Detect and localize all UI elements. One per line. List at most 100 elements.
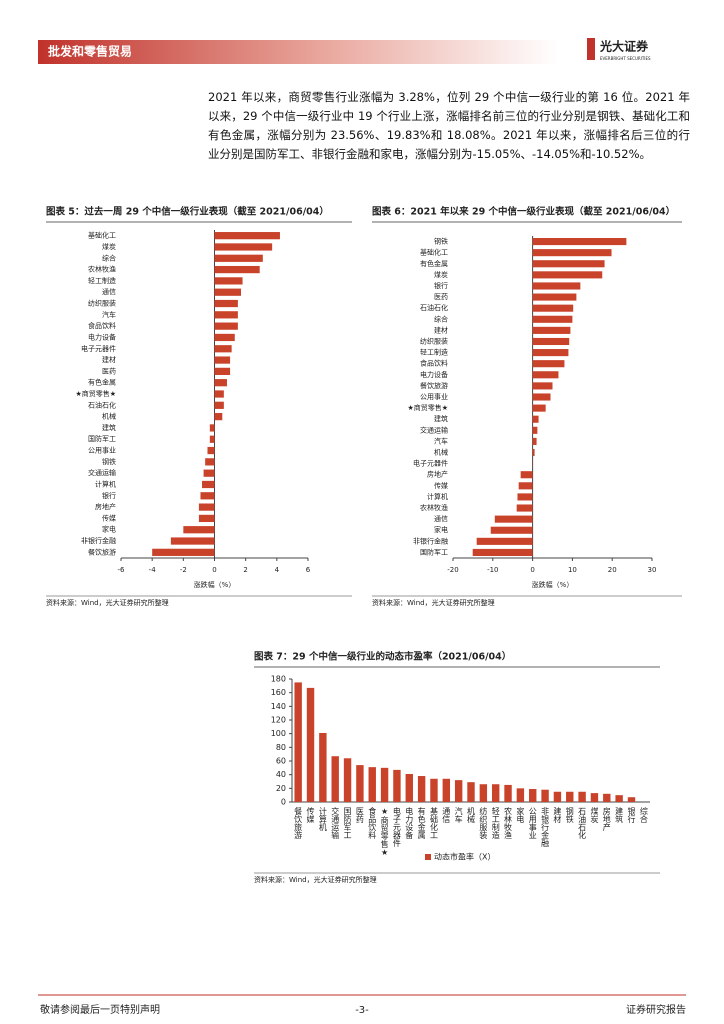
y-tick-label: 基础化工 xyxy=(88,231,116,240)
x-tick-label: -2 xyxy=(180,566,187,574)
y-tick-label: 电力设备 xyxy=(88,332,116,341)
x-tick-label: 20 xyxy=(608,566,617,574)
bar xyxy=(541,789,549,802)
y-tick-label: 医药 xyxy=(102,366,116,375)
y-tick-label: 轻工制造 xyxy=(88,276,116,285)
bar xyxy=(578,791,586,802)
bar xyxy=(516,788,525,802)
y-tick-label: 电力设备 xyxy=(420,370,448,379)
y-tick-label: 综合 xyxy=(102,253,116,262)
source: 资料来源：Wind，光大证券研究所整理 xyxy=(46,598,169,607)
x-tick-label: 0 xyxy=(530,566,534,574)
y-tick-label: 家电 xyxy=(102,525,116,534)
x-tick-label: -10 xyxy=(487,566,498,574)
x-tick-label: -6 xyxy=(118,566,126,574)
bar xyxy=(532,448,535,457)
bar xyxy=(214,322,238,330)
bar xyxy=(532,293,577,301)
bar xyxy=(368,767,376,802)
x-tick-label: -20 xyxy=(447,566,458,574)
y-tick-label: 80 xyxy=(276,743,286,752)
bar xyxy=(532,271,603,279)
bar xyxy=(476,537,533,545)
footer-page: -3- xyxy=(355,1005,369,1016)
x-tick-label: 10 xyxy=(568,566,577,574)
bar xyxy=(356,765,364,802)
bar xyxy=(494,515,533,523)
header-bar xyxy=(38,40,558,64)
bar xyxy=(504,784,512,802)
y-tick-label: 100 xyxy=(271,729,286,738)
logo: 光大证券 xyxy=(599,39,649,54)
chart-title: 图表 5：过去一周 29 个中信一级行业表现（截至 2021/06/04） xyxy=(46,206,329,218)
bar xyxy=(214,277,243,285)
bar xyxy=(490,526,533,534)
y-tick-label: 国防军工 xyxy=(420,547,448,556)
bar xyxy=(532,260,605,268)
bar xyxy=(532,282,581,290)
y-tick-label: 0 xyxy=(281,798,286,807)
bar xyxy=(472,548,533,557)
x-tick-label: 国防军工 xyxy=(343,807,352,839)
x-tick-label: ★商贸零售★ xyxy=(380,807,389,857)
y-tick-label: 家电 xyxy=(434,525,448,534)
y-tick-label: 通信 xyxy=(102,287,116,296)
bar xyxy=(393,769,401,802)
y-tick-label: 机械 xyxy=(434,448,448,457)
bar xyxy=(198,503,215,511)
x-tick-label: 餐饮旅游 xyxy=(294,807,303,840)
x-tick-label: 汽车 xyxy=(454,806,463,824)
x-tick-label: 医药 xyxy=(355,807,364,824)
bar xyxy=(380,767,389,802)
y-tick-label: 农林牧渔 xyxy=(88,265,116,274)
y-tick-label: 餐饮旅游 xyxy=(88,547,116,556)
bar xyxy=(532,249,612,257)
y-tick-label: 电子元器件 xyxy=(413,459,448,468)
bar xyxy=(532,371,559,379)
x-tick-label: 公用事业 xyxy=(528,807,537,839)
y-tick-label: 计算机 xyxy=(427,492,448,501)
y-tick-label: 银行 xyxy=(102,491,116,500)
x-tick-label: 银行 xyxy=(627,806,636,824)
y-tick-label: 银行 xyxy=(434,281,448,290)
y-tick-label: 煤炭 xyxy=(102,242,116,251)
x-tick-label: 轻工制造 xyxy=(491,806,500,840)
bar xyxy=(214,356,231,364)
y-tick-label: 计算机 xyxy=(95,479,116,488)
y-tick-label: 交通运输 xyxy=(88,468,116,477)
bar xyxy=(214,288,241,296)
bar xyxy=(532,393,551,401)
x-tick-label: 家电 xyxy=(516,806,525,823)
bar xyxy=(615,795,623,802)
x-axis-label: 涨跌幅（%） xyxy=(194,580,236,589)
y-tick-label: 石油石化 xyxy=(420,303,448,312)
bar xyxy=(319,732,327,802)
x-tick-label: 通信 xyxy=(442,806,451,824)
x-tick-label: 电子元器件 xyxy=(392,806,401,848)
y-tick-label: 轻工制造 xyxy=(420,348,448,357)
y-tick-label: 电子元器件 xyxy=(81,344,116,353)
y-tick-label: 农林牧渔 xyxy=(420,503,448,512)
legend-label: 动态市盈率（X） xyxy=(434,852,495,862)
bar xyxy=(214,311,238,319)
y-tick-label: 非银行金融 xyxy=(413,536,448,545)
bar xyxy=(214,254,263,262)
y-tick-label: 钢铁 xyxy=(102,457,116,466)
source: 资料来源：Wind，光大证券研究所整理 xyxy=(372,598,495,607)
x-tick-label: 农林牧渔 xyxy=(504,806,513,839)
bar xyxy=(202,480,215,489)
y-tick-label: 钢铁 xyxy=(434,237,448,246)
bar xyxy=(516,504,533,512)
y-tick-label: 汽车 xyxy=(102,310,116,319)
y-tick-label: 公用事业 xyxy=(88,446,116,455)
bar xyxy=(518,482,533,490)
y-tick-label: 食品饮料 xyxy=(88,321,116,330)
x-tick-label: 综合 xyxy=(639,806,648,824)
bar xyxy=(306,687,315,802)
bar xyxy=(532,382,553,390)
y-tick-label: 非银行金融 xyxy=(81,536,116,545)
y-tick-label: ★商贸零售★ xyxy=(407,403,448,412)
x-tick-label: 计算机 xyxy=(318,806,327,832)
y-tick-label: 纺织服装 xyxy=(88,299,116,308)
